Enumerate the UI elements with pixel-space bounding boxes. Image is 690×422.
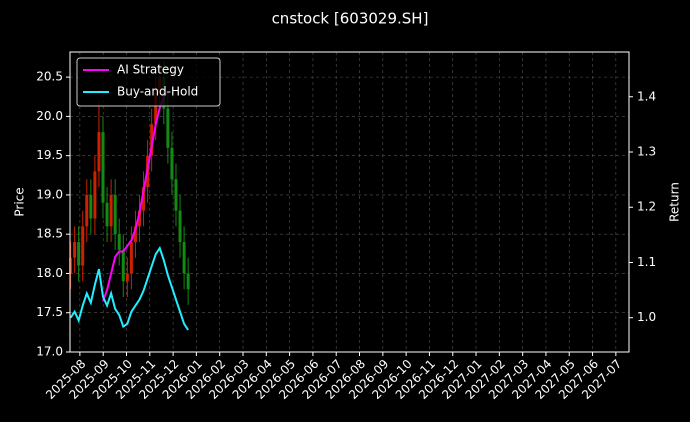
candle-body (109, 194, 113, 227)
line-series (102, 90, 169, 302)
candle-body (178, 210, 182, 243)
y2-axis-label: Return (668, 182, 682, 222)
candle-body (89, 194, 93, 219)
candle-body (186, 273, 190, 290)
y-tick-label: 19.0 (36, 187, 63, 201)
legend: AI Strategy Buy-and-Hold (76, 57, 221, 107)
y-tick-label: 18.5 (36, 227, 63, 241)
candle-body (93, 171, 97, 219)
candle-body (73, 242, 77, 258)
candle-body (182, 242, 186, 274)
plot-frame (69, 51, 630, 353)
candle-body (97, 132, 101, 172)
y2-tick-label: 1.4 (637, 89, 656, 103)
y-tick-label: 20.5 (36, 70, 63, 84)
y2-tick-label: 1.1 (637, 255, 656, 269)
candle-body (77, 242, 81, 266)
candle-body (142, 187, 146, 211)
candle-body (105, 202, 109, 227)
candle-body (154, 92, 158, 125)
y-axis-label: Price (13, 187, 27, 216)
candle-body (69, 257, 73, 274)
chart-title: cnstock [603029.SH] (272, 10, 429, 28)
y2-tick-label: 1.2 (637, 200, 656, 214)
y2-tick-label: 1.3 (637, 145, 656, 159)
candle-body (150, 124, 154, 156)
y-tick-label: 17.5 (36, 305, 63, 319)
candle-body (125, 273, 129, 282)
y-tick-label: 18.0 (36, 266, 63, 280)
legend-label: AI Strategy (117, 63, 184, 77)
candle-body (85, 194, 89, 227)
candle-body (170, 147, 174, 180)
legend-box (76, 57, 221, 107)
y-tick-label: 20.0 (36, 109, 63, 123)
candle-body (133, 226, 137, 243)
y-tick-label: 19.5 (36, 148, 63, 162)
candle-body (101, 132, 105, 203)
candle-body (166, 108, 170, 148)
candle-body (121, 249, 125, 282)
candle-body (174, 179, 178, 211)
candle-body (117, 234, 121, 250)
candle-body (129, 242, 133, 274)
line-series (69, 245, 189, 331)
y-tick-label: 17.0 (36, 345, 63, 359)
candle-body (113, 194, 117, 235)
legend-label: Buy-and-Hold (117, 85, 198, 99)
candle-body (137, 210, 141, 227)
candle-body (81, 226, 85, 266)
y2-tick-label: 1.0 (637, 310, 656, 324)
